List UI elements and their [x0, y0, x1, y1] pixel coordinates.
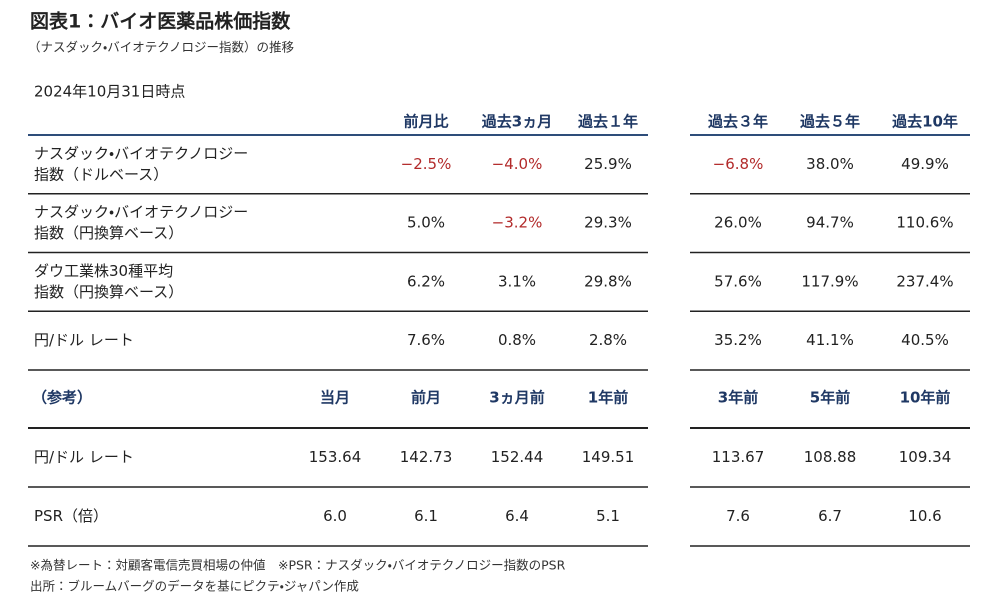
column-header: 3ヵ月前 — [489, 389, 544, 407]
row-label: 円/ドル レート — [34, 331, 134, 349]
cell: 149.51 — [582, 448, 635, 466]
column-header: 過去３年 — [708, 113, 768, 131]
cell: 6.2% — [407, 272, 445, 290]
row-label: 指数（円換算ベース） — [34, 224, 183, 242]
row-label: ナスダック・バイオテクノロジー — [34, 144, 248, 162]
cell: −3.2% — [492, 214, 543, 232]
column-header: 当月 — [320, 389, 350, 407]
cell: 113.67 — [712, 448, 765, 466]
as-of-date: 2024年10月31日時点 — [34, 83, 185, 101]
cell: 142.73 — [400, 448, 453, 466]
column-header: 10年前 — [900, 389, 951, 407]
row-label: PSR（倍） — [34, 507, 108, 525]
cell: 117.9% — [801, 272, 858, 290]
cell: 152.44 — [491, 448, 544, 466]
cell: 6.7 — [818, 507, 842, 525]
header-label: （参考） — [32, 389, 92, 407]
column-header: 過去10年 — [892, 113, 958, 131]
cell: 2.8% — [589, 331, 627, 349]
cell: 10.6 — [908, 507, 941, 525]
cell: 6.4 — [505, 507, 529, 525]
cell: 5.0% — [407, 214, 445, 232]
column-header: 3年前 — [718, 389, 758, 407]
cell: 7.6% — [407, 331, 445, 349]
column-header: 前月 — [411, 389, 441, 407]
column-header: 1年前 — [588, 389, 628, 407]
footnote: ※為替レート：対顧客電信売買相場の仲値 ※PSR：ナスダック・バイオテクノロジー… — [30, 558, 566, 573]
cell: 41.1% — [806, 331, 854, 349]
cell: 29.8% — [584, 272, 632, 290]
cell: 49.9% — [901, 155, 949, 173]
cell: 38.0% — [806, 155, 854, 173]
subtitle: （ナスダック・バイオテクノロジー指数）の推移 — [28, 40, 295, 55]
row-label: ダウ工業株30種平均 — [34, 262, 173, 280]
cell: 109.34 — [899, 448, 952, 466]
cell: 29.3% — [584, 214, 632, 232]
column-header: 前月比 — [403, 113, 448, 131]
column-header: 5年前 — [810, 389, 850, 407]
cell: 108.88 — [804, 448, 857, 466]
cell: 40.5% — [901, 331, 949, 349]
cell: 94.7% — [806, 214, 854, 232]
cell: −6.8% — [713, 155, 764, 173]
row-label: 指数（円換算ベース） — [34, 283, 183, 301]
cell: 25.9% — [584, 155, 632, 173]
row-label: 指数（ドルベース） — [34, 165, 168, 183]
cell: 0.8% — [498, 331, 536, 349]
row-label: ナスダック・バイオテクノロジー — [34, 203, 248, 221]
cell: 5.1 — [596, 507, 620, 525]
column-header: 過去3ヵ月 — [482, 113, 552, 131]
cell: 153.64 — [309, 448, 362, 466]
cell: 237.4% — [896, 272, 953, 290]
cell: 35.2% — [714, 331, 762, 349]
cell: 3.1% — [498, 272, 536, 290]
cell: −2.5% — [401, 155, 452, 173]
column-header: 過去５年 — [800, 113, 860, 131]
cell: 6.0 — [323, 507, 347, 525]
cell: −4.0% — [492, 155, 543, 173]
source-note: 出所：ブルームバーグのデータを基にピクテ・ジャパン作成 — [30, 579, 359, 594]
cell: 110.6% — [896, 214, 953, 232]
cell: 57.6% — [714, 272, 762, 290]
cell: 6.1 — [414, 507, 438, 525]
cell: 26.0% — [714, 214, 762, 232]
column-header: 過去１年 — [578, 113, 638, 131]
title: 図表1：バイオ医薬品株価指数 — [30, 10, 291, 33]
cell: 7.6 — [726, 507, 750, 525]
row-label: 円/ドル レート — [34, 448, 134, 466]
